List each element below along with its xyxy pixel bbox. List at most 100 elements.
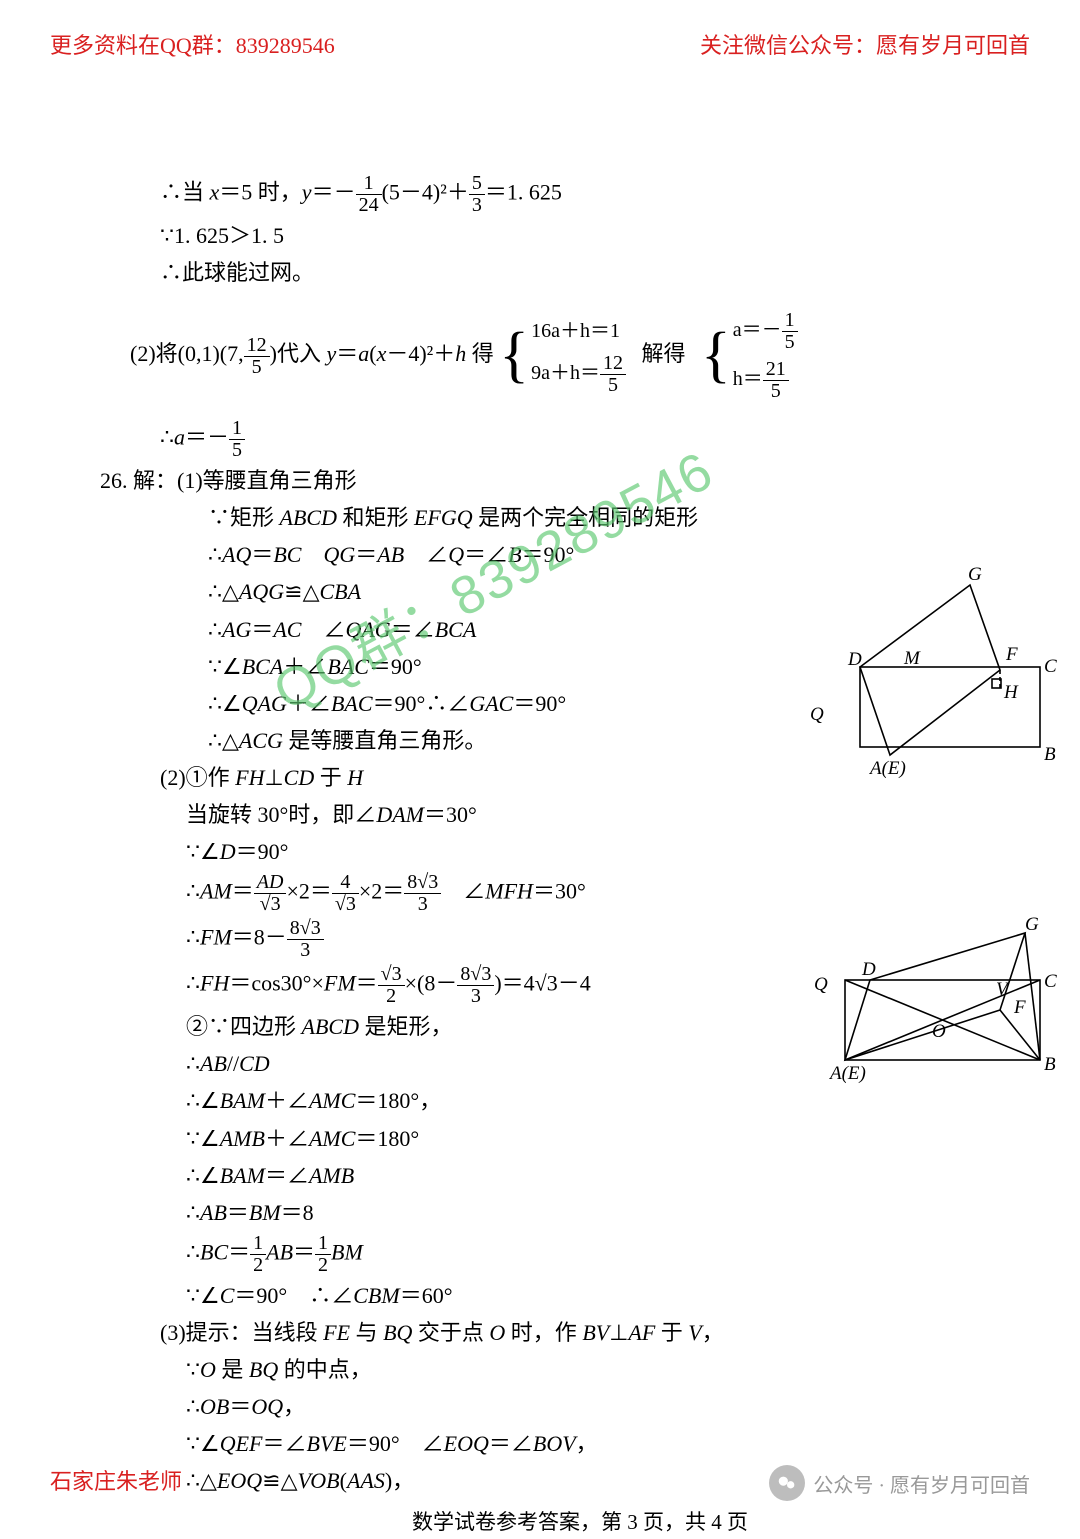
- txt: ×2＝: [286, 879, 331, 904]
- var: MFH: [485, 879, 533, 904]
- txt: )＝4√3－4: [494, 971, 590, 996]
- txt: ＝: [293, 1239, 315, 1264]
- denominator: 5: [782, 332, 798, 353]
- math-line: ∴∠BAM＝∠AMB: [130, 1159, 1030, 1193]
- header-left-text: 更多资料在QQ群：839289546: [50, 28, 335, 60]
- txt: ≌△: [284, 579, 319, 604]
- txt: ＝: [229, 1394, 251, 1419]
- txt: ②∵四边形: [186, 1014, 302, 1039]
- var: FH: [200, 971, 229, 996]
- var: C: [220, 1283, 235, 1308]
- var: a: [358, 341, 369, 366]
- numerator: 1: [782, 310, 798, 332]
- var: QAG: [242, 691, 287, 716]
- var: O: [200, 1357, 216, 1382]
- txt: ＝: [251, 542, 273, 567]
- numerator: 4: [332, 872, 359, 894]
- fraction: 125: [600, 353, 626, 396]
- txt: ，: [576, 1431, 598, 1456]
- txt: 于: [314, 765, 347, 790]
- math-line: ∵O 是 BQ 的中点，: [130, 1353, 1030, 1387]
- txt: ＝90° ∠: [347, 1431, 444, 1456]
- label-ae: A(E): [828, 1063, 866, 1084]
- txt: ∴△: [208, 728, 239, 753]
- txt: ≌△: [262, 1468, 297, 1493]
- txt: ＋∠: [265, 1088, 309, 1113]
- txt: ∵矩形: [208, 505, 280, 530]
- var: GAC: [469, 691, 513, 716]
- var: AC: [273, 617, 301, 642]
- txt: 的中点，: [278, 1357, 372, 1382]
- math-line: ∴a＝－15: [130, 418, 1030, 461]
- var: ABCD: [280, 505, 337, 530]
- txt: ∴当: [160, 180, 210, 205]
- numerator: 1: [315, 1233, 331, 1255]
- txt: )代入: [270, 341, 327, 366]
- txt: ＝∠: [263, 1431, 307, 1456]
- fraction: 8√33: [287, 918, 324, 961]
- var: CBA: [320, 579, 362, 604]
- var: BAM: [220, 1163, 265, 1188]
- math-line: (2)将(0,1)(7,125)代入 y＝a(x－4)²＋h 得 { 16a＋h…: [130, 304, 1030, 408]
- math-line: ∴OB＝OQ，: [130, 1390, 1030, 1424]
- txt: ＝∠: [265, 1163, 309, 1188]
- math-line: ∴BC＝12AB＝12BM: [130, 1233, 1030, 1276]
- denominator: √3: [332, 894, 359, 915]
- denominator: 5: [229, 440, 245, 461]
- fraction: AD√3: [254, 872, 287, 915]
- txt: [301, 542, 323, 567]
- var: BCA: [242, 654, 284, 679]
- txt: ∴∠: [186, 1088, 220, 1113]
- txt: 于: [655, 1320, 688, 1345]
- math-line: ∴当 x＝5 时，y＝－124(5－4)²＋53＝1. 625: [130, 173, 1030, 216]
- txt: ∠: [441, 879, 485, 904]
- math-line: ∵1. 625＞1. 5: [130, 219, 1030, 253]
- txt: ×2＝: [359, 879, 404, 904]
- txt: ∵∠: [186, 1431, 220, 1456]
- label-b: B: [1044, 1054, 1056, 1075]
- txt: )，: [385, 1468, 414, 1493]
- var: x: [377, 341, 387, 366]
- txt: ∵∠: [208, 654, 242, 679]
- brace-icon: {: [499, 334, 529, 377]
- var: BVE: [307, 1431, 347, 1456]
- txt: ⊥: [264, 765, 283, 790]
- txt: ＝: [228, 1239, 250, 1264]
- txt: a＝－: [733, 319, 782, 341]
- txt: ∴: [186, 1394, 200, 1419]
- txt: ＝90°: [369, 654, 422, 679]
- var: BCA: [435, 617, 477, 642]
- var: Q: [448, 542, 464, 567]
- geometry-diagram-1: G F D M C H Q A(E) B: [800, 560, 1060, 790]
- var: AMB: [220, 1126, 265, 1151]
- fraction: 53: [469, 173, 485, 216]
- eq-row: h＝215: [733, 359, 798, 402]
- var: AMC: [309, 1088, 355, 1113]
- var: AAS: [347, 1468, 385, 1493]
- denominator: 3: [457, 986, 494, 1007]
- var: AMB: [309, 1163, 354, 1188]
- fraction: 8√33: [457, 964, 494, 1007]
- wechat-icon: [769, 1465, 805, 1501]
- math-line: ∵∠C＝90° ∴∠CBM＝60°: [130, 1279, 1030, 1313]
- math-line: ∴AB＝BM＝8: [130, 1196, 1030, 1230]
- var: FM: [324, 971, 356, 996]
- var: ACG: [239, 728, 283, 753]
- txt: ＝: [232, 879, 254, 904]
- var: AB: [377, 542, 404, 567]
- var: EOQ: [217, 1468, 262, 1493]
- math-line: (3)提示：当线段 FE 与 BQ 交于点 O 时，作 BV⊥AF 于 V，: [130, 1316, 1030, 1350]
- var: BAC: [331, 691, 373, 716]
- var: AQG: [239, 579, 284, 604]
- txt: ∴: [186, 1051, 200, 1076]
- math-line: ∴∠BAM＋∠AMC＝180°，: [130, 1084, 1030, 1118]
- denominator: 24: [356, 195, 382, 216]
- denominator: 5: [244, 357, 270, 378]
- txt: ＝－: [312, 180, 356, 205]
- txt: ∴: [186, 879, 200, 904]
- var: FE: [323, 1320, 350, 1345]
- var: AB: [200, 1051, 227, 1076]
- txt: ∴: [208, 542, 222, 567]
- txt: ＝8: [281, 1200, 314, 1225]
- var: VOB: [298, 1468, 340, 1493]
